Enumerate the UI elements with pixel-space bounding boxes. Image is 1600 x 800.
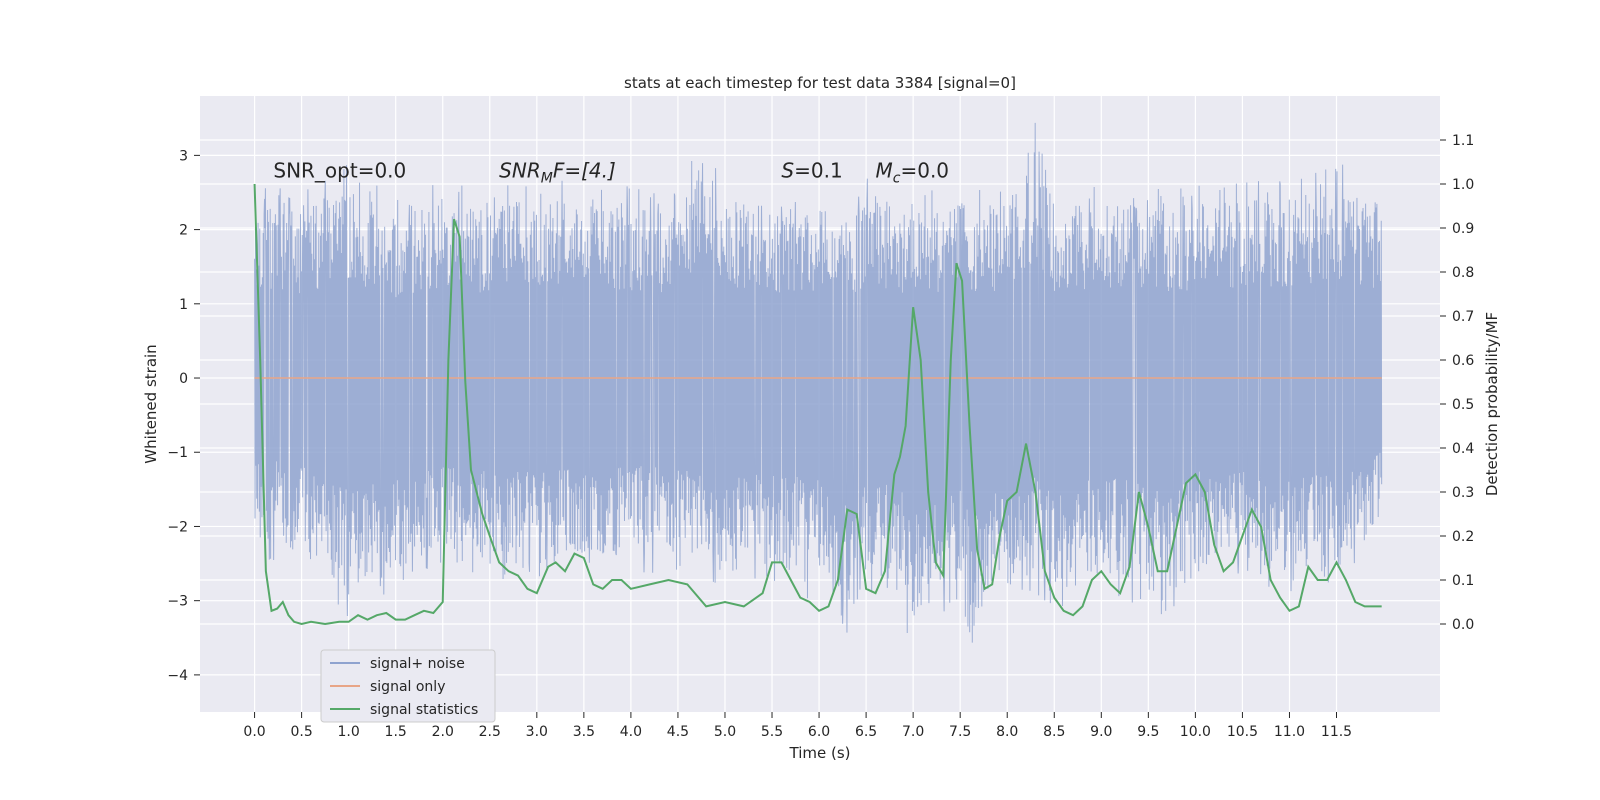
annotation-text: SNR_opt=0.0	[273, 159, 406, 183]
y-right-tick-label: 1.0	[1452, 177, 1474, 193]
legend-label-signal: signal only	[370, 679, 445, 695]
y-right-tick-label: 0.1	[1452, 573, 1474, 589]
x-tick-label: 9.0	[1090, 724, 1112, 740]
x-tick-label: 3.0	[526, 724, 548, 740]
x-tick-label: 2.5	[479, 724, 501, 740]
y-left-tick-label: 3	[179, 148, 188, 164]
x-tick-label: 5.5	[761, 724, 783, 740]
y-left-tick-label: −2	[167, 519, 188, 535]
x-tick-label: 11.0	[1274, 724, 1305, 740]
y-axis-label-right: Detection probability/MF	[1483, 312, 1501, 496]
y-axis-label-left: Whitened strain	[142, 344, 160, 463]
x-tick-label: 8.0	[996, 724, 1018, 740]
x-tick-label: 7.5	[949, 724, 971, 740]
axes: 0.0 0.5 1.0 1.5 2.0 2.5 3.0 3.5 4.0 4.5 5.0 5.5 6.0 6…	[167, 133, 1474, 740]
x-tick-label: 0.5	[290, 724, 312, 740]
y-right-tick-label: 0.5	[1452, 397, 1474, 413]
annotation-snr-mf: SNRMF=[4.]	[499, 159, 616, 187]
series-layer	[253, 122, 1383, 643]
chart-title: stats at each timestep for test data 338…	[624, 74, 1016, 92]
annotation-snr-opt: SNR_opt=0.0	[273, 159, 406, 183]
annotation-suffix: =0.0	[900, 159, 949, 183]
annotation-symbol: M	[876, 159, 893, 183]
annotation-suffix: F=[4.]	[553, 159, 616, 183]
y-right-tick-label: 0.0	[1452, 617, 1474, 633]
y-left-tick-label: 0	[179, 371, 188, 387]
x-tick-label: 4.5	[667, 724, 689, 740]
annotations: SNR_opt=0.0 SNRMF=[4.] S=0.1 Mc=0.0	[273, 159, 949, 187]
x-tick-label: 6.5	[855, 724, 877, 740]
y-right-tick-label: 0.4	[1452, 441, 1474, 457]
y-left-tick-label: −1	[167, 445, 188, 461]
annotation-symbol: S	[781, 159, 794, 183]
x-tick-label: 9.5	[1137, 724, 1159, 740]
series-signal-statistics	[253, 183, 1382, 626]
y-right-tick-label: 1.1	[1452, 133, 1474, 149]
x-tick-label: 2.0	[432, 724, 454, 740]
x-tick-label: 5.0	[714, 724, 736, 740]
x-tick-label: 3.5	[573, 724, 595, 740]
x-tick-label: 1.0	[338, 724, 360, 740]
y-right-tick-label: 0.6	[1452, 353, 1474, 369]
legend-box	[320, 649, 496, 723]
annotation-s-val: S=0.1	[781, 159, 842, 183]
y-right-tick-label: 0.2	[1452, 529, 1474, 545]
legend-label-noise: signal+ noise	[370, 656, 465, 672]
legend-label-stats: signal statistics	[370, 702, 478, 718]
y-left-tick-label: −4	[167, 668, 188, 684]
series-signal-noise	[254, 122, 1383, 643]
x-tick-label: 10.5	[1227, 724, 1258, 740]
y-left-tick-label: 2	[179, 223, 188, 239]
x-axis-label: Time (s)	[789, 744, 851, 762]
y-right-tick-label: 0.9	[1452, 221, 1474, 237]
annotation-subscript: c	[893, 171, 901, 187]
legend: signal+ noise signal only signal statist…	[320, 649, 496, 723]
x-tick-label: 11.5	[1321, 724, 1352, 740]
y-left-tick-label: −3	[167, 594, 188, 610]
x-tick-label: 6.0	[808, 724, 830, 740]
annotation-prefix: SNR	[499, 159, 541, 183]
annotation-subscript: M	[541, 171, 553, 187]
y-right-tick-label: 0.8	[1452, 265, 1474, 281]
y-left-tick-label: 1	[179, 297, 188, 313]
annotation-mc-val: Mc=0.0	[876, 159, 950, 187]
x-tick-label: 1.5	[385, 724, 407, 740]
y-right-tick-label: 0.7	[1452, 309, 1474, 325]
y-right-tick-label: 0.3	[1452, 485, 1474, 501]
annotation-suffix: =0.1	[794, 159, 843, 183]
x-tick-label: 7.0	[902, 724, 924, 740]
x-tick-label: 4.0	[620, 724, 642, 740]
x-tick-label: 0.0	[243, 724, 265, 740]
x-tick-label: 8.5	[1043, 724, 1065, 740]
x-tick-label: 10.0	[1180, 724, 1211, 740]
